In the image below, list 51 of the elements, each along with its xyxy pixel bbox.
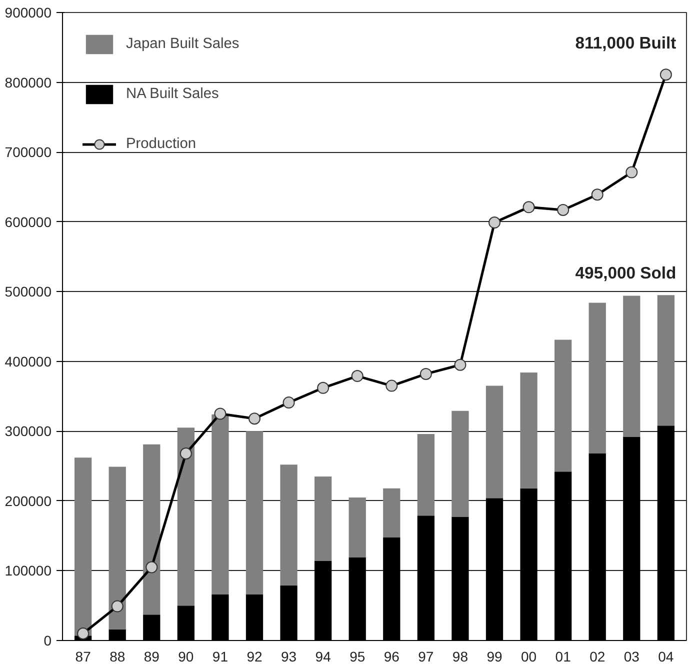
- x-tick-label: 00: [521, 648, 537, 664]
- bar: [383, 488, 400, 538]
- y-tick-label: 0: [44, 632, 52, 648]
- y-tick-label: 700000: [4, 144, 52, 160]
- bar: [314, 476, 332, 561]
- bar: [348, 497, 366, 558]
- x-tick-label: 89: [144, 648, 160, 664]
- bar: [280, 464, 298, 586]
- bar: [486, 386, 504, 498]
- x-tick-label: 87: [75, 648, 92, 664]
- bar: [588, 302, 606, 454]
- bar: [554, 340, 572, 472]
- x-tick-label: 97: [418, 648, 434, 664]
- x-tick-label: 01: [555, 648, 572, 664]
- bar: [212, 414, 229, 594]
- x-tick-label: 93: [281, 648, 297, 664]
- bar: [246, 431, 264, 594]
- bar: [143, 444, 160, 615]
- bar: [520, 372, 538, 488]
- legend-label: Japan Built Sales: [126, 36, 240, 52]
- y-tick-label: 100000: [4, 562, 52, 579]
- bar: [623, 296, 640, 437]
- annotation: 495,000 Sold: [575, 264, 676, 283]
- x-tick-label: 03: [624, 648, 640, 664]
- bar: [417, 434, 434, 516]
- y-tick-label: 400000: [4, 353, 52, 370]
- legend-label: Production: [126, 136, 196, 152]
- y-tick-label: 500000: [4, 284, 52, 300]
- x-tick-label: 90: [178, 648, 194, 664]
- x-tick-label: 88: [110, 648, 126, 664]
- x-tick-label: 99: [486, 648, 502, 664]
- x-tick-label: 96: [384, 648, 400, 664]
- bar: [452, 410, 469, 517]
- x-tick-label: 91: [212, 648, 228, 664]
- annotation: 811,000 Built: [575, 34, 677, 53]
- bar: [177, 428, 194, 606]
- x-tick-label: 02: [590, 648, 606, 664]
- y-tick-label: 200000: [4, 492, 52, 509]
- bar: [74, 458, 92, 636]
- x-tick-label: 94: [315, 648, 332, 664]
- bar: [108, 466, 126, 630]
- legend-label: NA Built Sales: [126, 86, 219, 102]
- y-tick-label: 600000: [4, 214, 52, 230]
- x-tick-label: 04: [658, 648, 674, 664]
- y-tick-label: 800000: [4, 74, 52, 90]
- bar: [657, 295, 674, 426]
- x-tick-label: 98: [452, 648, 468, 664]
- x-tick-label: 92: [246, 648, 262, 664]
- x-tick-label: 95: [350, 648, 366, 664]
- y-tick-label: 900000: [4, 4, 52, 20]
- y-tick-label: 300000: [4, 423, 52, 440]
